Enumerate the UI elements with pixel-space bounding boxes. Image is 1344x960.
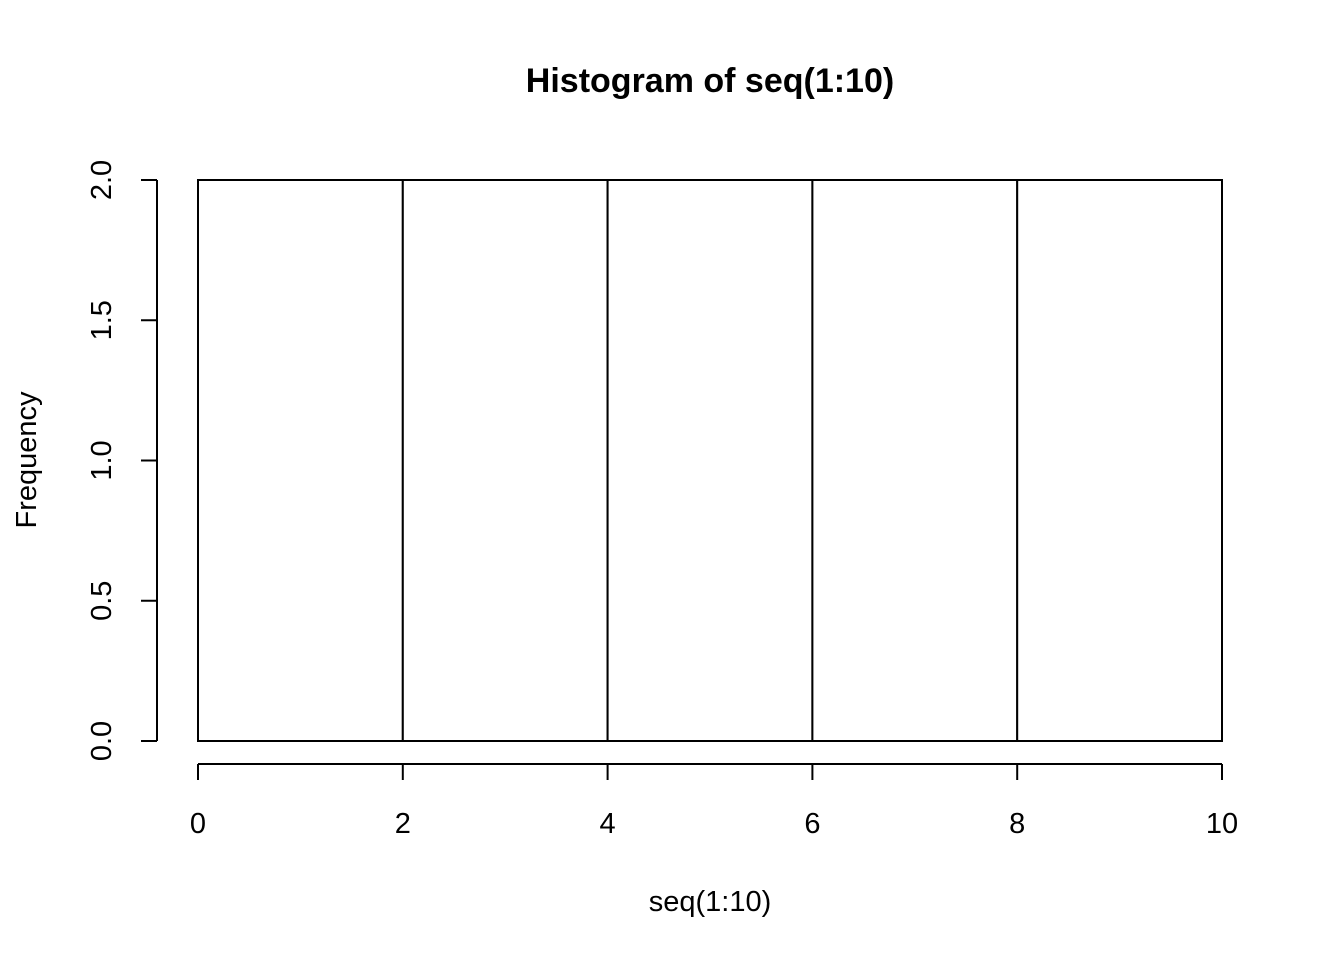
x-tick-label-1: 2 — [395, 808, 411, 840]
y-tick-label-0: 0.0 — [86, 721, 118, 761]
x-tick-label-4: 8 — [1009, 808, 1025, 840]
y-tick-label-3: 1.5 — [86, 300, 118, 340]
y-axis-label: Frequency — [11, 391, 43, 529]
bars-group — [197, 179, 1224, 742]
chart-title: Histogram of seq(1:10) — [526, 62, 894, 100]
x-tick-label-5: 10 — [1206, 808, 1238, 840]
x-axis-label: seq(1:10) — [649, 886, 772, 918]
x-tick-label-3: 6 — [804, 808, 820, 840]
histogram-bar-1 — [401, 179, 609, 742]
y-tick-label-1: 0.5 — [86, 581, 118, 621]
histogram-bar-2 — [606, 179, 814, 742]
y-tick-label-2: 1.0 — [86, 440, 118, 480]
x-tick-label-0: 0 — [190, 808, 206, 840]
histogram-bar-0 — [197, 179, 404, 742]
x-axis: 0 2 4 6 8 10 — [190, 763, 1238, 840]
histogram-bar-4 — [1016, 179, 1224, 742]
y-tick-label-4: 2.0 — [86, 160, 118, 200]
histogram-bar-3 — [811, 179, 1019, 742]
y-axis: 0.0 0.5 1.0 1.5 2.0 — [86, 160, 158, 761]
x-tick-label-2: 4 — [600, 808, 616, 840]
